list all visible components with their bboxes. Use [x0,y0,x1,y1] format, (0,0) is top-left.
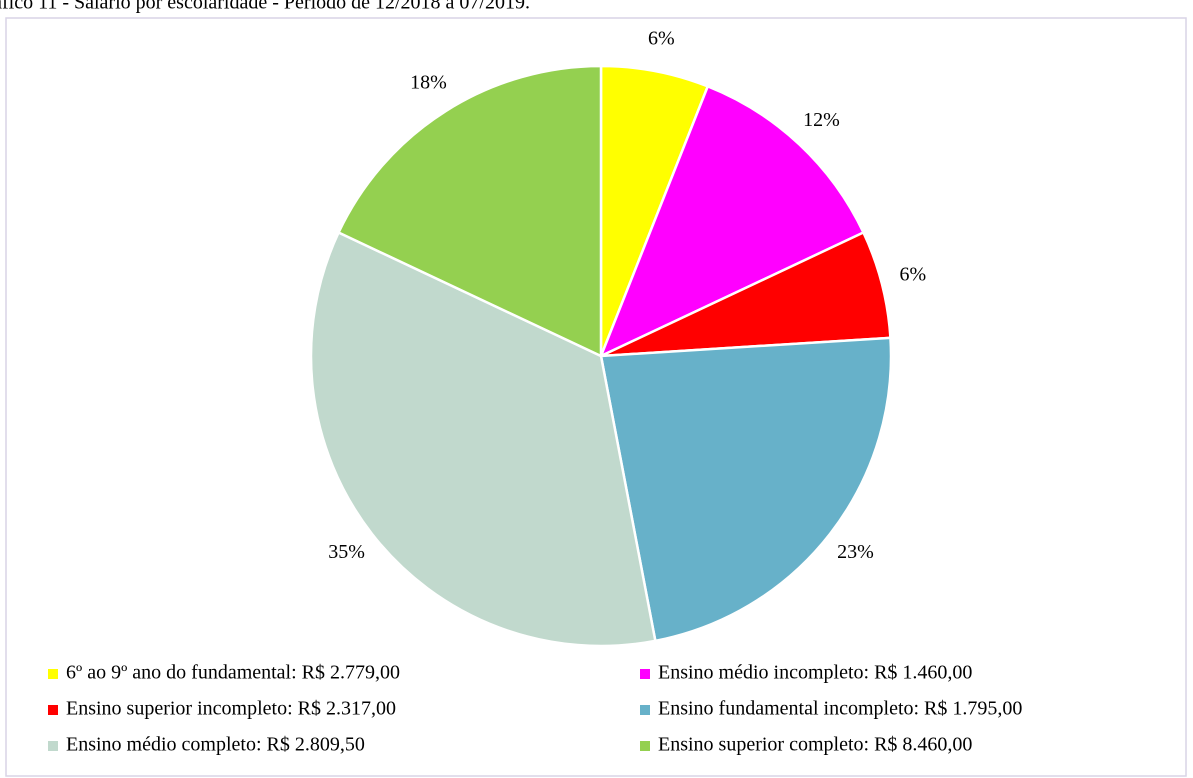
pie-slice [599,336,893,643]
legend-swatch [48,705,58,715]
pie-slice [598,84,866,359]
data-label: 35% [328,541,365,563]
legend-swatch [48,669,58,679]
data-label: 12% [803,109,840,131]
chart-title: Gráfico 11 - Salário por escolaridade - … [0,0,530,14]
legend-label: Ensino superior incompleto: R$ 2.317,00 [66,698,396,720]
data-label: 23% [837,541,874,563]
data-label: 6% [900,264,927,286]
legend-label: Ensino médio incompleto: R$ 1.460,00 [658,662,972,684]
legend-label: Ensino médio completo: R$ 2.809,50 [66,734,365,756]
data-label: 6% [648,27,675,49]
legend-label: 6º ao 9º ano do fundamental: R$ 2.779,00 [66,662,400,684]
legend-swatch [640,705,650,715]
data-label: 18% [410,72,447,94]
pie-slice [309,230,657,648]
legend-swatch [640,741,650,751]
legend-label: Ensino superior completo: R$ 8.460,00 [658,734,972,756]
pie-slice [336,64,603,358]
legend-label: Ensino fundamental incompleto: R$ 1.795,… [658,698,1022,720]
legend-swatch [48,741,58,751]
legend-swatch [640,669,650,679]
